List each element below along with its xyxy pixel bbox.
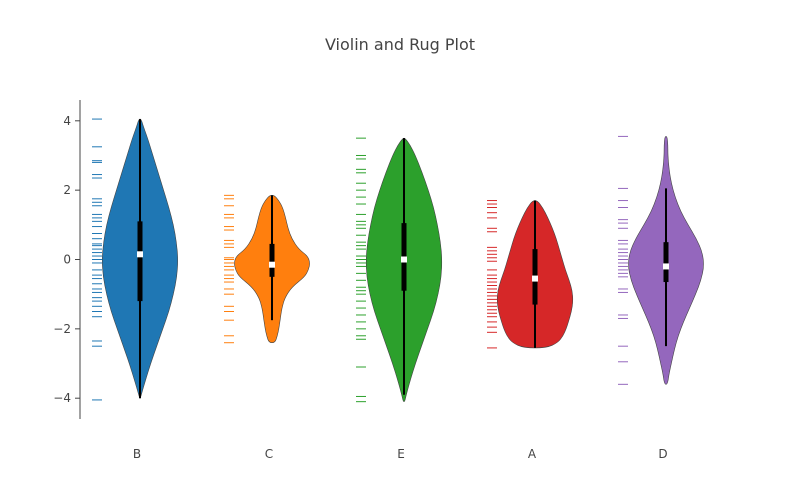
x-tick-label: D (658, 447, 667, 461)
violin-group-D (618, 135, 704, 385)
violin-median-marker (401, 256, 407, 263)
y-tick-label: −2 (53, 322, 71, 336)
plot-area (92, 118, 704, 403)
y-tick-label: 0 (63, 253, 71, 267)
violin-group-C (224, 194, 310, 344)
violin-median-marker (269, 261, 275, 268)
x-tick-label: E (397, 447, 405, 461)
y-tick-label: 2 (63, 183, 71, 197)
y-axis: 4 2 0 −2 −4 (53, 100, 81, 419)
violin-median-marker (532, 275, 538, 282)
violin-median-marker (663, 263, 669, 270)
chart-title: Violin and Rug Plot (325, 35, 475, 54)
x-tick-label: C (265, 447, 273, 461)
violin-iqr-box (137, 221, 143, 302)
violin-group-A (487, 200, 574, 349)
y-tick-label: 4 (63, 114, 71, 128)
violin-group-E (356, 137, 443, 403)
violin-median-marker (137, 251, 143, 258)
violin-iqr-box (269, 243, 275, 277)
x-tick-label: A (528, 447, 537, 461)
y-tick-label: −4 (53, 391, 71, 405)
violin-group-B (92, 118, 178, 401)
violin-iqr-box (663, 242, 669, 283)
x-tick-label: B (133, 447, 141, 461)
